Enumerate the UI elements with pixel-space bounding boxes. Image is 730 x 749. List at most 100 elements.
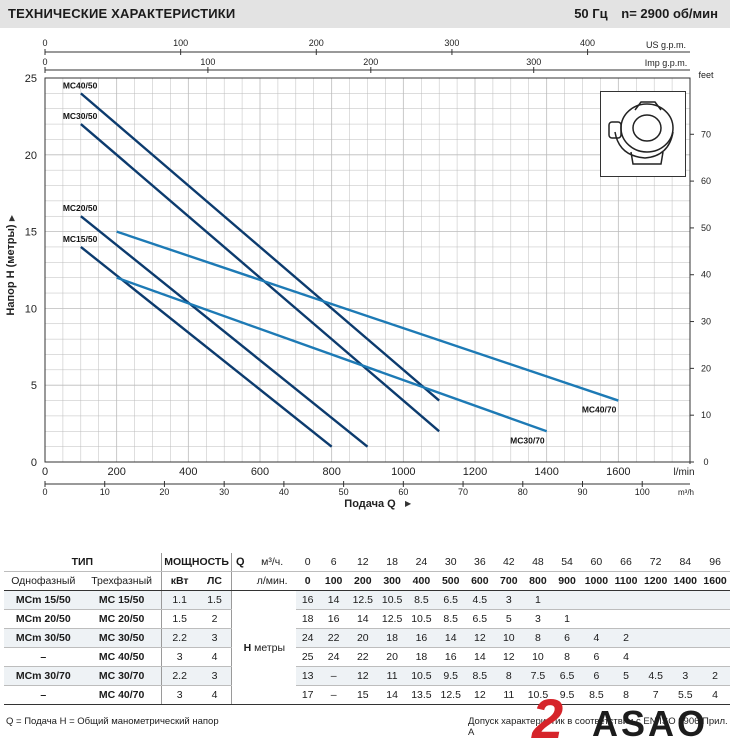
pump-curve-chart: 0 5 10 15 20 25 Напор H (метры) ▶ 0 10 20 30 40 50 60 7… [5,38,714,510]
head-value: 1 [552,609,582,629]
speed-label: n= 2900 об/мин [621,6,718,21]
head-value: 16 [296,590,320,610]
kw-value: 2.2 [161,628,198,648]
head-value: 8.5 [581,685,612,705]
page-title: ТЕХНИЧЕСКИЕ ХАРАКТЕРИСТИКИ [8,6,236,21]
feet-unit-label: feet [698,70,714,80]
head-value: 15 [348,685,378,705]
h-label-cell: H метры [231,590,297,705]
logo-number: 2 [531,690,563,744]
hp-value: 1.5 [197,590,233,610]
head-value: 14 [377,685,407,705]
m3h-tick-label: 50 [339,487,349,497]
x-axis-label: Подача Q [344,498,396,510]
table-row: MCm 30/50 MC 30/50 2.2 3 24 22 20 18 16 14 12 10 8 6 4… [4,628,730,648]
q-lmin-value: 900 [552,571,582,591]
us-tick-label: 0 [42,38,47,48]
head-value: 3 [523,609,553,629]
head-value: 18 [406,647,437,667]
table-row: MCm 15/50 MC 15/50 1.1 1.5 H метры 16 14 12.5 10… [4,590,730,705]
head-value: 20 [377,647,407,667]
m3h-tick-label: 70 [458,487,468,497]
head-value: 25 [296,647,320,667]
pump-image [600,91,686,177]
pump-icon [608,101,674,165]
head-value: 5 [611,666,641,686]
head-value: 4 [611,647,641,667]
q-m3-value: 36 [465,553,495,572]
head-value: 6.5 [465,609,495,629]
series-label: MC30/50 [63,111,98,121]
head-value: 8 [611,685,641,705]
head-value: 4 [581,628,612,648]
q-lmin-value: 800 [523,571,553,591]
head-value [640,609,671,629]
kw-value: 1.1 [161,590,198,610]
q-m3-value: 96 [700,553,730,572]
q-unit-lmin: л/мин. [248,571,297,591]
q-lmin-value: 100 [319,571,349,591]
head-value: 12.5 [436,685,466,705]
head-value: 12 [465,628,495,648]
kw-value: 1.5 [161,609,198,629]
header-bar: ТЕХНИЧЕСКИЕ ХАРАКТЕРИСТИКИ 50 Гц n= 2900… [0,0,730,28]
single-phase-model: – [4,685,83,705]
x-tick-label-lmin: 200 [107,466,125,478]
head-value: 10.5 [406,666,437,686]
feet-tick-label: 30 [701,317,711,327]
power-header: МОЩНОСТЬ [161,553,233,572]
m3h-tick-label: 100 [635,487,650,497]
head-value: 6 [552,628,582,648]
head-value: 16 [319,609,349,629]
q-lmin-value: 200 [348,571,378,591]
head-value: 1 [523,590,553,610]
feet-tick-label: 20 [701,363,711,373]
x-tick-label-lmin: 1400 [534,466,558,478]
x-axis-arrow-icon: ▶ [405,499,412,508]
table-row: – MC 40/70 3 4 17–15 14 13.5 12.5 12 11 10.5 9.5 8.5… [4,685,730,705]
table-row: MCm 20/50 MC 20/50 1.5 2 18 16 14 12.5 10.5 8.5 6.… [4,609,730,629]
three-phase-model: MC 30/70 [82,666,162,686]
head-value [700,609,730,629]
q-lmin-value: 500 [436,571,466,591]
q-m3-value: 66 [611,553,641,572]
q-lmin-value: 600 [465,571,495,591]
q-m3-value: 6 [319,553,349,572]
y-tick-label: 15 [25,227,37,239]
head-value [640,590,671,610]
head-value [670,590,701,610]
series-label: MC40/70 [582,405,617,415]
head-value: 18 [377,628,407,648]
x-unit-m3h: m³/h [678,488,694,497]
three-phase-model: MC 30/50 [82,628,162,648]
three-phase-model: MC 40/70 [82,685,162,705]
head-value: 8 [494,666,524,686]
series-label: MC30/70 [510,435,545,445]
y-tick-label: 0 [31,457,37,469]
head-value: 14 [465,647,495,667]
us-tick-label: 200 [309,38,324,48]
us-tick-label: 100 [173,38,188,48]
head-value: 8 [523,628,553,648]
hp-value: 4 [197,685,233,705]
head-value: 12.5 [377,609,407,629]
head-value [700,647,730,667]
frequency-label: 50 Гц [574,6,608,21]
head-value: 24 [319,647,349,667]
y-tick-label: 25 [25,73,37,85]
three-phase-model: MC 40/50 [82,647,162,667]
head-value [611,590,641,610]
x-tick-label-lmin: 800 [322,466,340,478]
x-tick-label-lmin: 400 [179,466,197,478]
imp-tick-label: 200 [363,57,378,67]
head-value: 7.5 [523,666,553,686]
hp-value: 3 [197,666,233,686]
head-value: 8.5 [406,590,437,610]
head-value: 16 [436,647,466,667]
head-value: – [319,685,349,705]
blank-cell [231,571,249,591]
brand-logo: 2 ASAO [530,687,730,749]
imp-tick-label: 300 [526,57,541,67]
q-lmin-value: 300 [377,571,407,591]
x-tick-label-lmin: 600 [251,466,269,478]
